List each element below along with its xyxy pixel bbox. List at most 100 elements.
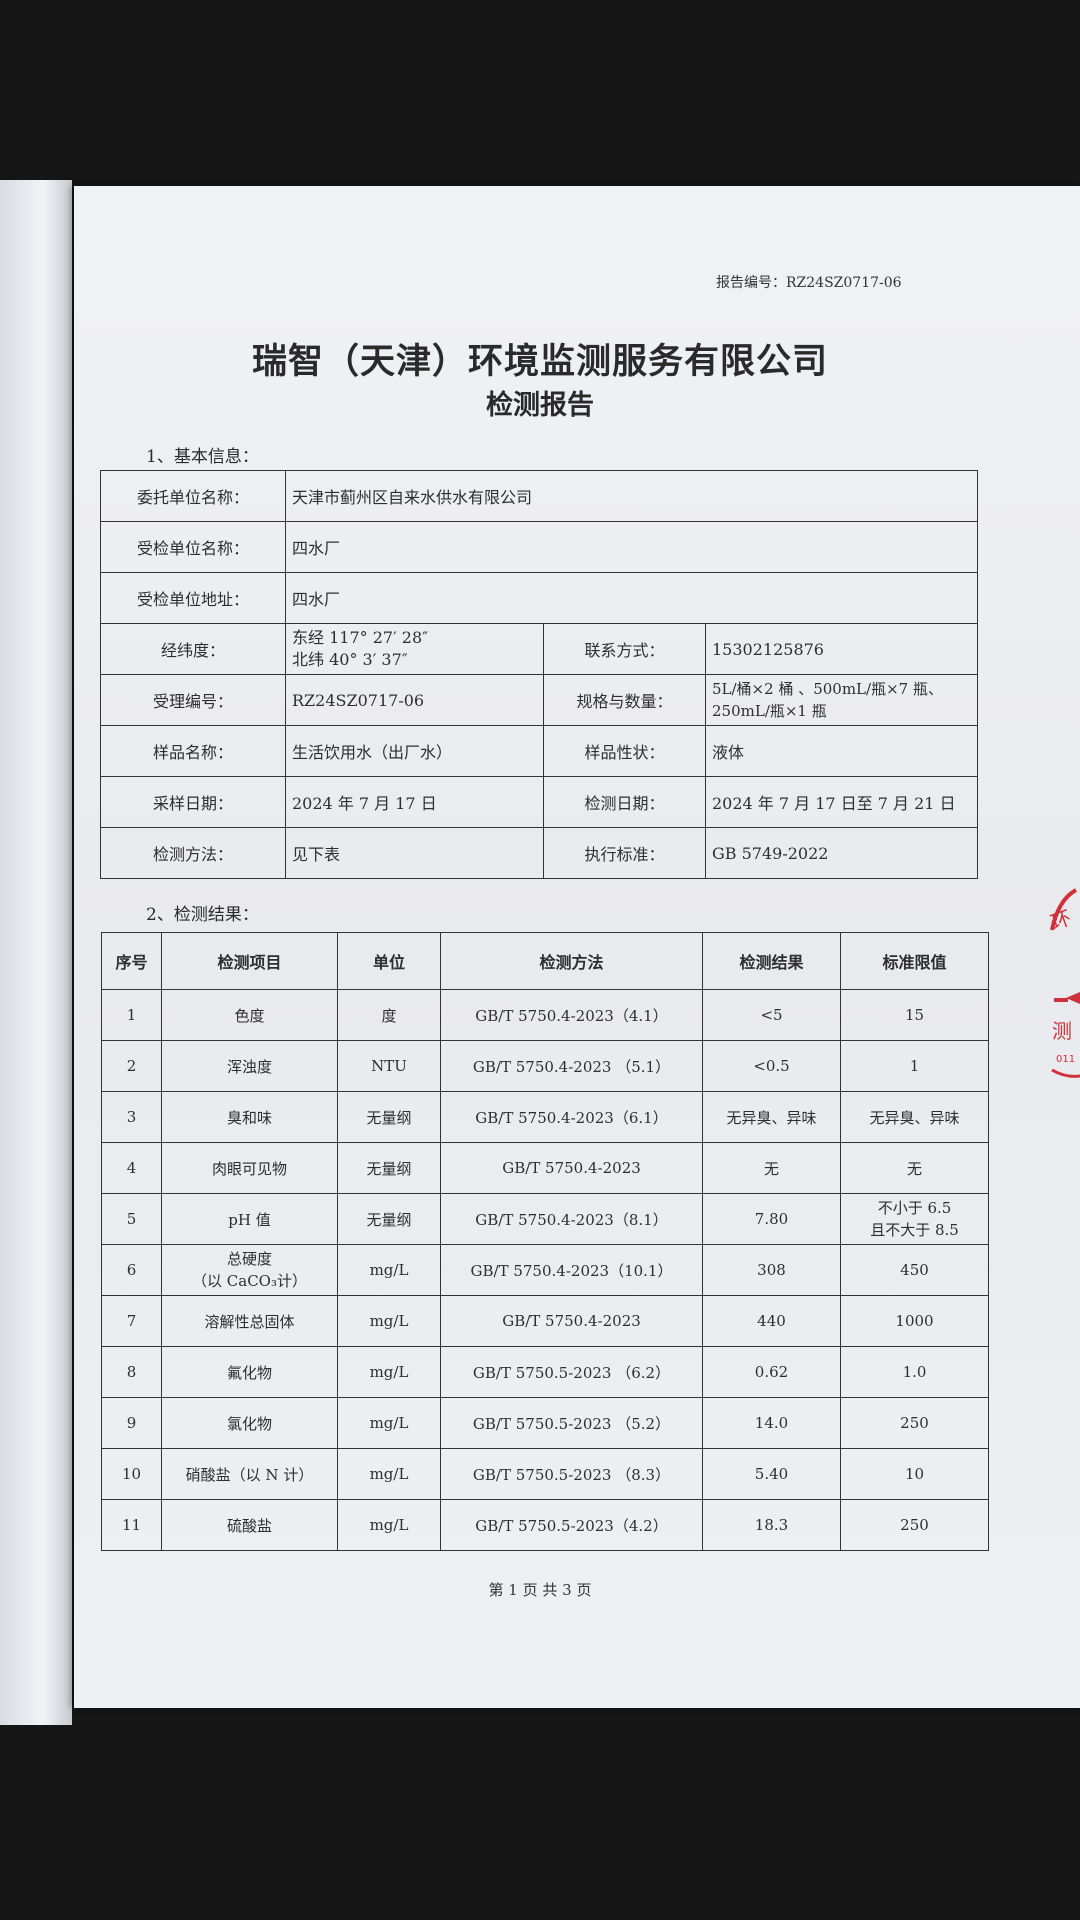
test-method: GB/T 5750.4-2023 （5.1） xyxy=(440,1040,703,1092)
results-row: 10 硝酸盐（以 N 计） mg/L GB/T 5750.5-2023 （8.3） 5.… xyxy=(101,1448,989,1500)
standard-limit: 不小于 6.5 且不大于 8.5 xyxy=(840,1193,989,1245)
unit: 无量纲 xyxy=(337,1142,441,1194)
section-basic-info-heading: 1、基本信息： xyxy=(146,447,259,467)
sample-name-value: 生活饮用水（出厂水） xyxy=(285,725,544,777)
test-method: GB/T 5750.4-2023 xyxy=(440,1142,703,1194)
standard-limit: 1.0 xyxy=(840,1346,989,1398)
row-no: 1 xyxy=(101,989,162,1041)
test-item: 肉眼可见物 xyxy=(161,1142,338,1194)
header-limit: 标准限值 xyxy=(840,932,989,990)
accept-no-value: RZ24SZ0717-06 xyxy=(285,674,544,726)
test-result: 无异臭、异味 xyxy=(702,1091,841,1143)
adjacent-page-edge xyxy=(0,180,72,1725)
standard-limit-line: 且不大于 8.5 xyxy=(870,1221,959,1239)
unit: mg/L xyxy=(337,1295,441,1347)
header-unit: 单位 xyxy=(337,932,441,990)
row-no: 9 xyxy=(101,1397,162,1449)
row-no: 7 xyxy=(101,1295,162,1347)
company-title: 瑞智（天津）环境监测服务有限公司 xyxy=(251,342,828,382)
coords-label: 经纬度： xyxy=(100,623,286,675)
test-item: pH 值 xyxy=(161,1193,338,1245)
address-value: 四水厂 xyxy=(285,572,978,624)
test-result: 308 xyxy=(702,1244,841,1296)
results-header-row: 序号 检测项目 单位 检测方法 检测结果 标准限值 xyxy=(101,932,989,990)
test-method: GB/T 5750.5-2023 （6.2） xyxy=(440,1346,703,1398)
client-label: 委托单位名称： xyxy=(100,470,286,522)
test-item: 氯化物 xyxy=(161,1397,338,1449)
results-row: 6 总硬度 （以 CaCO₃计） mg/L GB/T 5750.4-2023（10.1）… xyxy=(101,1244,989,1296)
sample-name-label: 样品名称： xyxy=(100,725,286,777)
row-no: 6 xyxy=(101,1244,162,1296)
standard-limit: 1 xyxy=(840,1040,989,1092)
spec-value: 5L/桶×2 桶 、500mL/瓶×7 瓶、 250mL/瓶×1 瓶 xyxy=(705,674,978,726)
test-result: 7.80 xyxy=(702,1193,841,1245)
address-label: 受检单位地址： xyxy=(100,572,286,624)
test-result: 18.3 xyxy=(702,1499,841,1551)
spec-line: 5L/桶×2 桶 、500mL/瓶×7 瓶、 xyxy=(712,680,943,698)
header-method: 检测方法 xyxy=(440,932,703,990)
unit: 无量纲 xyxy=(337,1091,441,1143)
longitude: 东经 117° 27′ 28″ xyxy=(292,628,429,647)
row-no: 2 xyxy=(101,1040,162,1092)
inspected-label: 受检单位名称： xyxy=(100,521,286,573)
unit: mg/L xyxy=(337,1397,441,1449)
info-row: 受检单位名称： 四水厂 xyxy=(100,521,978,573)
header-result: 检测结果 xyxy=(702,932,841,990)
contact-label: 联系方式： xyxy=(543,623,706,675)
info-row: 检测方法： 见下表 执行标准： GB 5749-2022 xyxy=(100,827,978,879)
report-number: 报告编号：RZ24SZ0717-06 xyxy=(716,275,902,291)
test-date-label: 检测日期： xyxy=(543,776,706,828)
spec-label: 规格与数量： xyxy=(543,674,706,726)
results-row: 2 浑浊度 NTU GB/T 5750.4-2023 （5.1） <0.5 1 xyxy=(101,1040,989,1092)
method-label: 检测方法： xyxy=(100,827,286,879)
results-row: 3 臭和味 无量纲 GB/T 5750.4-2023（6.1） 无异臭、异味 无异臭、异味 xyxy=(101,1091,989,1143)
method-value: 见下表 xyxy=(285,827,544,879)
test-result: 5.40 xyxy=(702,1448,841,1500)
standard-limit: 1000 xyxy=(840,1295,989,1347)
results-row: 9 氯化物 mg/L GB/T 5750.5-2023 （5.2） 14.0 250 xyxy=(101,1397,989,1449)
unit: mg/L xyxy=(337,1244,441,1296)
test-result: <0.5 xyxy=(702,1040,841,1092)
test-item: 硫酸盐 xyxy=(161,1499,338,1551)
standard-limit: 无异臭、异味 xyxy=(840,1091,989,1143)
svg-text:测: 测 xyxy=(1052,1019,1072,1043)
section-results-heading: 2、检测结果： xyxy=(146,905,259,925)
page-number: 第 1 页 共 3 页 xyxy=(488,1581,592,1599)
row-no: 11 xyxy=(101,1499,162,1551)
spec-line: 250mL/瓶×1 瓶 xyxy=(712,702,827,720)
row-no: 3 xyxy=(101,1091,162,1143)
svg-text:011: 011 xyxy=(1056,1054,1075,1065)
info-row: 采样日期： 2024 年 7 月 17 日 检测日期： 2024 年 7 月 1… xyxy=(100,776,978,828)
test-method: GB/T 5750.4-2023（4.1） xyxy=(440,989,703,1041)
sample-state-value: 液体 xyxy=(705,725,978,777)
standard-limit: 15 xyxy=(840,989,989,1041)
test-item: 总硬度 （以 CaCO₃计） xyxy=(161,1244,338,1296)
test-method: GB/T 5750.4-2023（8.1） xyxy=(440,1193,703,1245)
test-date-value: 2024 年 7 月 17 日至 7 月 21 日 xyxy=(705,776,978,828)
unit: mg/L xyxy=(337,1346,441,1398)
standard-limit: 无 xyxy=(840,1142,989,1194)
coords-value: 东经 117° 27′ 28″ 北纬 40° 3′ 37″ xyxy=(285,623,544,675)
info-row: 经纬度： 东经 117° 27′ 28″ 北纬 40° 3′ 37″ 联系方式： … xyxy=(100,623,978,675)
test-result: 14.0 xyxy=(702,1397,841,1449)
standard-limit: 10 xyxy=(840,1448,989,1500)
info-row: 委托单位名称： 天津市蓟州区自来水供水有限公司 xyxy=(100,470,978,522)
test-method: GB/T 5750.4-2023（10.1） xyxy=(440,1244,703,1296)
row-no: 8 xyxy=(101,1346,162,1398)
unit: 度 xyxy=(337,989,441,1041)
test-result: 无 xyxy=(702,1142,841,1194)
test-item-line: （以 CaCO₃计） xyxy=(192,1272,307,1290)
standard-limit: 450 xyxy=(840,1244,989,1296)
test-method: GB/T 5750.5-2023（4.2） xyxy=(440,1499,703,1551)
test-method: GB/T 5750.5-2023 （8.3） xyxy=(440,1448,703,1500)
standard-value: GB 5749-2022 xyxy=(705,827,978,879)
header-item: 检测项目 xyxy=(161,932,338,990)
standard-limit: 250 xyxy=(840,1397,989,1449)
unit: 无量纲 xyxy=(337,1193,441,1245)
sample-state-label: 样品性状： xyxy=(543,725,706,777)
standard-label: 执行标准： xyxy=(543,827,706,879)
unit: mg/L xyxy=(337,1499,441,1551)
test-method: GB/T 5750.4-2023 xyxy=(440,1295,703,1347)
test-item-line: 总硬度 xyxy=(226,1250,272,1268)
basic-info-table: 委托单位名称： 天津市蓟州区自来水供水有限公司 受检单位名称： 四水厂 受检单位… xyxy=(100,470,978,879)
